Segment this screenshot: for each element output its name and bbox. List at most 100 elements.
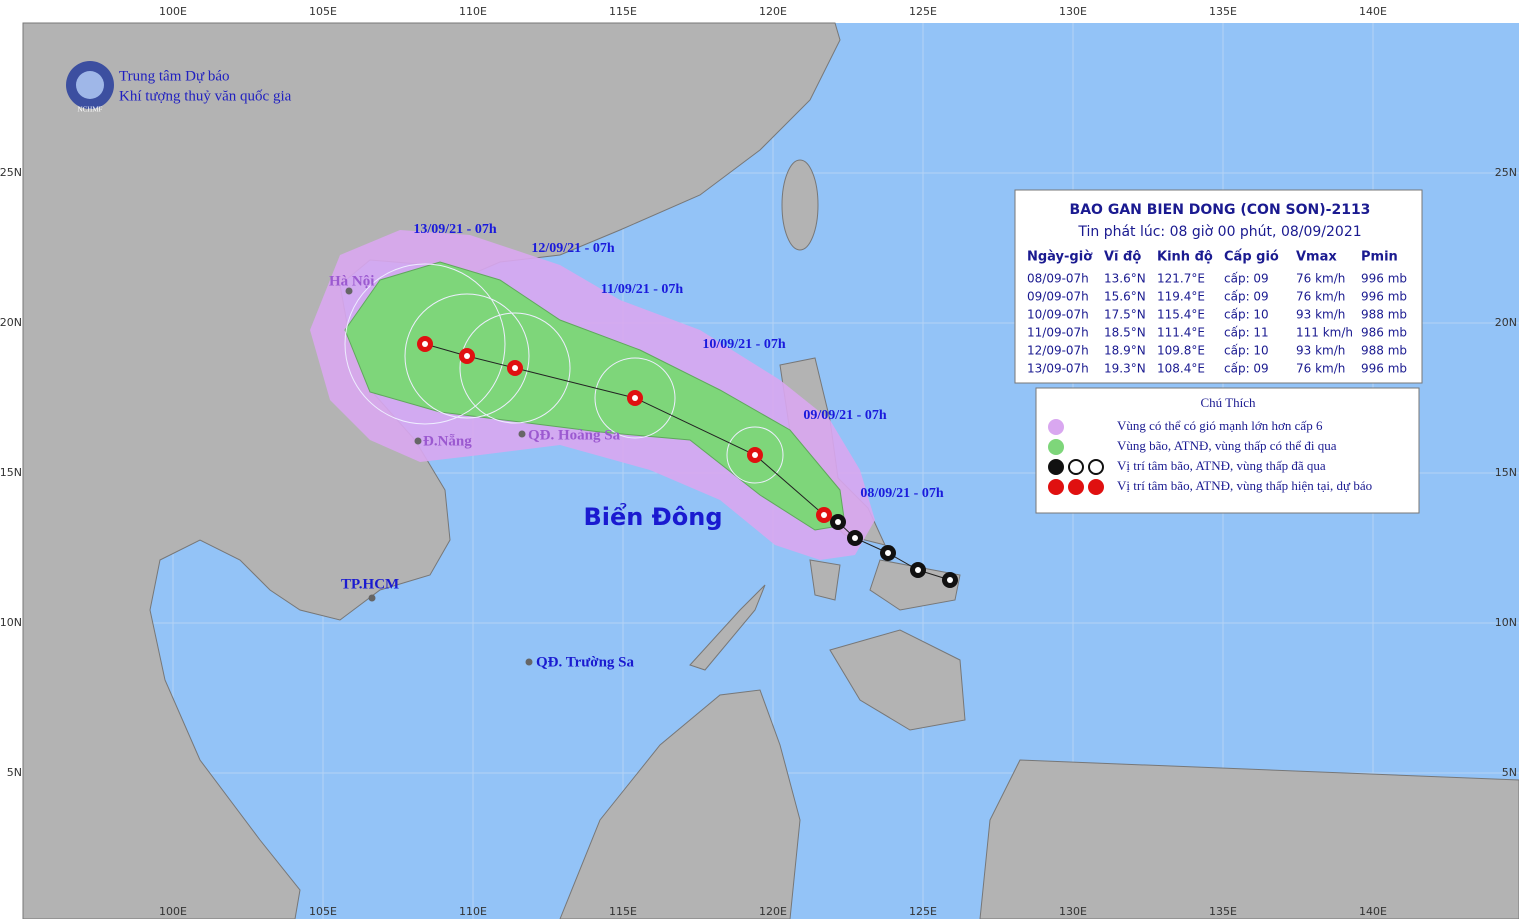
table-cell: cấp: 10 <box>1224 308 1269 322</box>
table-cell: 996 mb <box>1361 290 1407 304</box>
track-label: 11/09/21 - 07h <box>601 282 684 297</box>
logo: NCHMF Trung tâm Dự báo Khí tượng thuỷ vă… <box>66 61 292 114</box>
table-cell: 115.4°E <box>1157 308 1205 322</box>
table-cell: cấp: 10 <box>1224 344 1269 358</box>
table-cell: 111.4°E <box>1157 326 1205 340</box>
lon-label: 120E <box>759 905 787 918</box>
lon-label: 115E <box>609 905 637 918</box>
table-cell: 13.6°N <box>1104 272 1146 286</box>
lon-label: 105E <box>309 905 337 918</box>
table-cell: 111 km/h <box>1296 326 1353 340</box>
info-subtitle: Tin phát lúc: 08 giờ 00 phút, 08/09/2021 <box>1077 224 1361 240</box>
place-dot <box>518 430 526 438</box>
table-cell: 18.9°N <box>1104 344 1146 358</box>
storm-eye <box>632 395 638 401</box>
info-box: BAO GAN BIEN DONG (CON SON)-2113 Tin phá… <box>1014 189 1423 384</box>
table-cell: 76 km/h <box>1296 272 1345 286</box>
legend-symbol <box>1048 479 1064 495</box>
table-cell: 17.5°N <box>1104 308 1146 322</box>
place-dot <box>368 594 376 602</box>
place-name: QĐ. Hoàng Sa <box>528 427 621 443</box>
lon-label: 135E <box>1209 5 1237 18</box>
logo-line: Trung tâm Dự báo <box>119 68 230 84</box>
table-cell: 76 km/h <box>1296 362 1345 376</box>
place-name: Đ.Nẵng <box>423 433 472 449</box>
lat-label: 5N <box>7 766 22 779</box>
lon-label: 115E <box>609 5 637 18</box>
track-label: 09/09/21 - 07h <box>803 408 886 423</box>
lon-label: 130E <box>1059 5 1087 18</box>
storm-eye <box>464 353 470 359</box>
lat-label: 25N <box>1495 166 1517 179</box>
track-label: 08/09/21 - 07h <box>860 486 943 501</box>
legend-symbol <box>1048 459 1064 475</box>
lat-label: 10N <box>0 616 22 629</box>
legend-symbol <box>1068 459 1084 475</box>
table-cell: 119.4°E <box>1157 290 1205 304</box>
storm-eye <box>422 341 428 347</box>
lat-label: 10N <box>1495 616 1517 629</box>
column-header: Cấp gió <box>1224 250 1279 265</box>
lon-label: 100E <box>159 5 187 18</box>
legend-item: Vùng có thể có gió mạnh lớn hơn cấp 6 <box>1117 418 1323 433</box>
column-header: Ngày-giờ <box>1027 250 1093 265</box>
table-cell: 93 km/h <box>1296 308 1345 322</box>
table-cell: 109.8°E <box>1157 344 1205 358</box>
track-label: 10/09/21 - 07h <box>702 337 785 352</box>
storm-eye <box>512 365 518 371</box>
table-cell: 13/09-07h <box>1027 362 1089 376</box>
column-header: Pmin <box>1361 250 1398 265</box>
table-cell: 12/09-07h <box>1027 344 1089 358</box>
lon-label: 130E <box>1059 905 1087 918</box>
column-header: Vĩ độ <box>1104 250 1141 265</box>
lon-label: 100E <box>159 905 187 918</box>
legend-item: Vùng bão, ATNĐ, vùng thấp có thể đi qua <box>1117 438 1337 453</box>
column-header: Vmax <box>1296 250 1337 265</box>
table-cell: 93 km/h <box>1296 344 1345 358</box>
lon-label: 135E <box>1209 905 1237 918</box>
legend-item: Vị trí tâm bão, ATNĐ, vùng thấp hiện tại… <box>1117 478 1372 493</box>
storm-eye <box>835 519 841 525</box>
legend-symbol <box>1088 479 1104 495</box>
legend-symbol <box>1068 479 1084 495</box>
lon-label: 140E <box>1359 905 1387 918</box>
table-cell: 988 mb <box>1361 344 1407 358</box>
lon-label: 140E <box>1359 5 1387 18</box>
table-cell: cấp: 09 <box>1224 272 1269 286</box>
logo-line: Khí tượng thuỷ văn quốc gia <box>119 88 292 104</box>
place-dot <box>525 658 533 666</box>
table-cell: 09/09-07h <box>1027 290 1089 304</box>
storm-eye <box>752 452 758 458</box>
table-cell: 19.3°N <box>1104 362 1146 376</box>
legend: Chú Thích Vùng có thể có gió mạnh lớn hơ… <box>1035 387 1420 514</box>
storm-eye <box>821 512 827 518</box>
lon-label: 110E <box>459 5 487 18</box>
table-cell: 108.4°E <box>1157 362 1205 376</box>
lon-label: 120E <box>759 5 787 18</box>
table-cell: cấp: 11 <box>1224 326 1269 340</box>
logo-short: NCHMF <box>78 106 103 114</box>
lat-label: 15N <box>1495 466 1517 479</box>
place-dot <box>414 437 422 445</box>
legend-title: Chú Thích <box>1200 395 1256 410</box>
table-cell: 08/09-07h <box>1027 272 1089 286</box>
lon-label: 105E <box>309 5 337 18</box>
table-cell: 11/09-07h <box>1027 326 1089 340</box>
storm-eye <box>947 577 953 583</box>
table-cell: 996 mb <box>1361 362 1407 376</box>
legend-symbol <box>1088 459 1104 475</box>
lon-label: 125E <box>909 905 937 918</box>
table-cell: 10/09-07h <box>1027 308 1089 322</box>
place-name: Hà Nội <box>329 273 374 289</box>
table-cell: 988 mb <box>1361 308 1407 322</box>
table-cell: 986 mb <box>1361 326 1407 340</box>
table-cell: 18.5°N <box>1104 326 1146 340</box>
lat-label: 15N <box>0 466 22 479</box>
storm-eye <box>885 550 891 556</box>
risk-circles <box>344 263 784 484</box>
table-cell: 996 mb <box>1361 272 1407 286</box>
track-label: 13/09/21 - 07h <box>413 222 496 237</box>
table-cell: cấp: 09 <box>1224 290 1269 304</box>
place-name: QĐ. Trường Sa <box>536 654 635 670</box>
